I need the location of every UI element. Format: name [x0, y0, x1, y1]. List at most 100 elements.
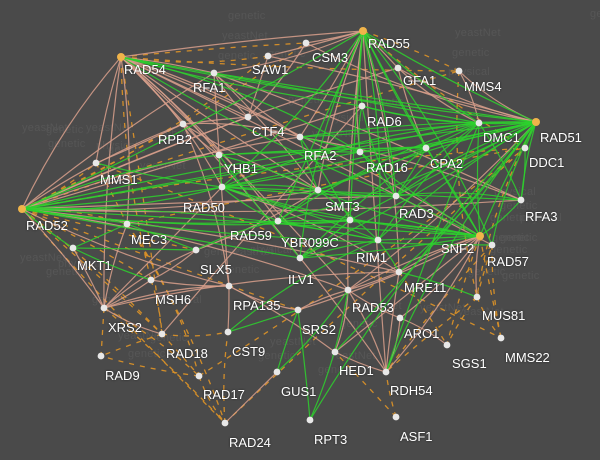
- graph-node[interactable]: [392, 192, 400, 200]
- graph-edge-coexpression: [358, 105, 363, 153]
- graph-node[interactable]: [179, 120, 187, 128]
- graph-node[interactable]: [359, 27, 367, 35]
- graph-edge-coexpression: [479, 199, 522, 237]
- graph-edge-coexpression: [299, 122, 480, 138]
- graph-edge-genetic: [100, 307, 105, 357]
- graph-edge-coexpression: [297, 309, 311, 421]
- graph-edge-physical: [297, 289, 349, 311]
- graph-node[interactable]: [69, 244, 77, 252]
- graph-edge-physical: [95, 56, 122, 164]
- graph-node[interactable]: [296, 133, 304, 141]
- graph-edge-physical: [397, 67, 480, 124]
- graph-edge-genetic: [334, 351, 397, 418]
- graph-node[interactable]: [532, 118, 540, 126]
- graph-edge-coexpression: [395, 195, 481, 237]
- graph-edge-genetic: [446, 235, 481, 346]
- graph-node[interactable]: [225, 282, 233, 290]
- graph-node[interactable]: [473, 293, 481, 301]
- graph-node[interactable]: [422, 144, 430, 152]
- graph-node[interactable]: [97, 352, 105, 360]
- graph-node[interactable]: [244, 113, 252, 121]
- graph-edge-coexpression: [21, 208, 74, 249]
- edge-layer: [21, 30, 537, 424]
- graph-node[interactable]: [455, 67, 463, 75]
- graph-node[interactable]: [192, 246, 200, 254]
- graph-node[interactable]: [395, 268, 403, 276]
- graph-edge-physical: [103, 307, 163, 335]
- graph-edge-coexpression: [395, 192, 522, 201]
- graph-edge-genetic: [479, 235, 502, 339]
- node-layer[interactable]: [18, 27, 540, 427]
- graph-node[interactable]: [221, 419, 229, 427]
- graph-node[interactable]: [521, 144, 529, 152]
- graph-node[interactable]: [274, 217, 282, 225]
- graph-node[interactable]: [374, 236, 382, 244]
- graph-edge-genetic: [100, 355, 200, 377]
- graph-edge-genetic: [161, 331, 229, 337]
- graph-edge-physical: [120, 56, 493, 246]
- graph-edge-coexpression: [377, 239, 400, 273]
- graph-node[interactable]: [224, 328, 232, 336]
- graph-edge-genetic: [223, 331, 229, 424]
- graph-edge-coexpression: [95, 162, 223, 188]
- graph-edge-physical: [103, 271, 400, 309]
- graph-node[interactable]: [358, 102, 366, 110]
- graph-node[interactable]: [382, 368, 390, 376]
- graph-edge-coexpression: [299, 219, 351, 259]
- graph-edge-coexpression: [221, 186, 379, 241]
- graph-node[interactable]: [476, 232, 484, 240]
- graph-node[interactable]: [158, 330, 166, 338]
- graph-node[interactable]: [147, 276, 155, 284]
- graph-edge-coexpression: [299, 121, 537, 138]
- graph-edge-genetic: [120, 56, 163, 335]
- graph-edge-physical: [120, 56, 319, 191]
- graph-edge-coexpression: [362, 30, 427, 149]
- graph-node[interactable]: [306, 416, 314, 424]
- graph-node[interactable]: [517, 196, 525, 204]
- graph-node[interactable]: [392, 413, 400, 421]
- graph-node[interactable]: [314, 186, 322, 194]
- graph-node[interactable]: [264, 52, 272, 60]
- graph-node[interactable]: [18, 205, 26, 213]
- graph-node[interactable]: [346, 216, 354, 224]
- graph-edge-physical: [103, 56, 122, 309]
- graph-node[interactable]: [218, 183, 226, 191]
- graph-edge-coexpression: [299, 235, 481, 259]
- graph-node[interactable]: [296, 254, 304, 262]
- graph-edge-genetic: [21, 208, 197, 251]
- graph-edge-coexpression: [195, 220, 279, 251]
- graph-node[interactable]: [396, 314, 404, 322]
- graph-node[interactable]: [497, 334, 505, 342]
- graph-node[interactable]: [92, 159, 100, 167]
- graph-node[interactable]: [488, 241, 496, 249]
- graph-node[interactable]: [215, 151, 223, 159]
- graph-node[interactable]: [443, 341, 451, 349]
- graph-edge-physical: [213, 72, 301, 138]
- graph-node[interactable]: [294, 306, 302, 314]
- graph-node[interactable]: [344, 286, 352, 294]
- graph-node[interactable]: [100, 304, 108, 312]
- graph-edge-coexpression: [317, 189, 481, 237]
- graph-edge-genetic: [126, 223, 226, 424]
- graph-node[interactable]: [356, 148, 364, 156]
- graph-edge-physical: [182, 123, 230, 287]
- graph-edge-genetic: [126, 147, 526, 225]
- graph-node[interactable]: [394, 64, 402, 72]
- graph-node[interactable]: [210, 69, 218, 77]
- graph-edge-genetic: [21, 208, 299, 311]
- graph-node[interactable]: [195, 372, 203, 380]
- graph-node[interactable]: [273, 368, 281, 376]
- graph-node[interactable]: [123, 220, 131, 228]
- graph-edge-physical: [347, 121, 537, 291]
- graph-node[interactable]: [302, 39, 310, 47]
- graph-node[interactable]: [117, 53, 125, 61]
- graph-edge-coexpression: [299, 136, 319, 191]
- graph-edge-coexpression: [361, 105, 480, 124]
- graph-edge-physical: [347, 289, 401, 319]
- graph-edge-physical: [267, 30, 364, 57]
- graph-edge-coexpression: [120, 56, 363, 107]
- graph-node[interactable]: [331, 348, 339, 356]
- graph-node[interactable]: [475, 119, 483, 127]
